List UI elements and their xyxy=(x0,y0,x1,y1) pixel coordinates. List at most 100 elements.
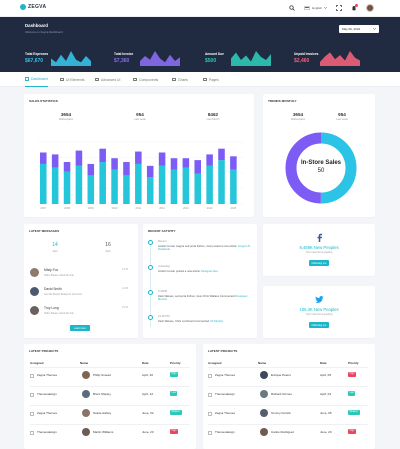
twitter-icon[interactable] xyxy=(315,295,324,304)
message-item[interactable]: Misty Fox Hello! Please check this link 13… xyxy=(30,267,128,281)
brand-logo[interactable]: ZEGVA xyxy=(20,4,46,10)
trend-stat: 3654 Marketplace xyxy=(278,112,318,121)
activity-link[interactable]: Forget UX Rowlands xyxy=(158,244,251,252)
chevron-down-icon xyxy=(373,28,376,30)
priority-badge: Low xyxy=(348,391,356,396)
tab-ui-elements[interactable]: UI Elements xyxy=(60,72,84,87)
tab-icon xyxy=(203,77,207,82)
card-title: SALES STATISTICS xyxy=(29,99,58,103)
date-picker[interactable]: May 06, 2022 xyxy=(339,25,379,33)
activity-text-wrap: Andrei Coman posted a new article: Desig… xyxy=(158,270,254,274)
tab-label: Charts xyxy=(178,77,188,82)
table-header: Date xyxy=(142,361,149,365)
tab-icon xyxy=(60,77,64,82)
latest-projects-card-left: LATEST PROJECTS xyxy=(24,344,196,449)
message-text: Hello! Please check this link xyxy=(44,274,74,277)
tab-dashboard[interactable]: Dashboard xyxy=(25,72,48,87)
sparkline xyxy=(51,51,91,66)
row-checkbox[interactable] xyxy=(208,374,212,378)
sparkline-area xyxy=(231,51,271,66)
message-time: 14:30 xyxy=(122,287,128,290)
priority-badge: High xyxy=(170,372,178,377)
table-header: Name xyxy=(258,361,267,365)
row-checkbox[interactable] xyxy=(30,393,34,397)
sales-stat-value: 3654 xyxy=(60,112,72,117)
tab-components[interactable]: Components xyxy=(133,72,158,87)
row-checkbox[interactable] xyxy=(30,374,34,378)
message-count-value: 14 xyxy=(52,242,58,248)
activity-link[interactable]: Developer Moreno xyxy=(158,294,248,302)
bar-5-series-1 xyxy=(99,148,106,163)
assigned-cell: Themesdesign xyxy=(215,430,235,434)
row-checkbox[interactable] xyxy=(30,431,34,435)
bar-7-series-0 xyxy=(123,175,130,204)
activity-link[interactable]: UX Murphy xyxy=(209,319,224,323)
facebook-icon[interactable] xyxy=(315,233,324,242)
activity-item: 2:30PM Zack Wetass, sed porta finibus, ri… xyxy=(148,290,254,312)
row-checkbox[interactable] xyxy=(208,431,212,435)
x-tick-label: 2014 xyxy=(207,206,213,210)
avatar xyxy=(82,428,90,436)
projects-table: Assigned Name Date Priority Zegva Themes Phil… xyxy=(30,361,190,446)
table-header: Date xyxy=(320,361,327,365)
follow-button[interactable]: Following me xyxy=(309,322,329,328)
social-card-facebook: 8,469K New Peoples Your main list is grow… xyxy=(263,224,375,276)
bar-10-series-1 xyxy=(158,152,166,166)
language-select[interactable]: English xyxy=(304,6,327,10)
bar-12-series-0 xyxy=(182,167,190,204)
table-row: Zegva Themes Enrique Peters April, 05 High xyxy=(208,367,368,383)
tab-pages[interactable]: Pages xyxy=(203,72,219,87)
projects-table: Assigned Name Date Priority Zegva Themes Enri… xyxy=(208,361,368,446)
row-checkbox[interactable] xyxy=(208,393,212,397)
assigned-cell: Zegva Themes xyxy=(215,373,235,377)
bar-6-series-0 xyxy=(111,169,118,204)
stat-value: $500 xyxy=(205,58,217,64)
page-title: Dashboard xyxy=(25,23,48,28)
top-bar: ZEGVA English xyxy=(0,0,400,17)
message-count: 16 April xyxy=(98,242,118,253)
tab-icon xyxy=(133,77,137,82)
activity-link[interactable]: Designer Alex xyxy=(201,269,218,273)
us-flag-icon xyxy=(304,6,311,10)
sales-bar-chart: 2007 2008 2009 2010 2011 2012 2013 2014 2015 xyxy=(38,141,244,210)
row-checkbox[interactable] xyxy=(208,412,212,416)
stat-value: $7,360 xyxy=(114,58,130,64)
bar-6-series-1 xyxy=(111,158,118,170)
social-subtext: Your main list is growing xyxy=(305,313,333,316)
avatar xyxy=(260,428,268,436)
language-label: English xyxy=(312,6,322,10)
card-title: RECENT ACTIVITY xyxy=(148,229,176,233)
row-checkbox[interactable] xyxy=(30,412,34,416)
timeline-dot-icon xyxy=(148,240,153,245)
stat-value: $67,670 xyxy=(25,58,44,64)
load-more-button[interactable]: Load more xyxy=(70,325,90,331)
bar-14-series-0 xyxy=(206,165,213,204)
notification-button[interactable] xyxy=(351,4,358,11)
expand-icon[interactable] xyxy=(336,5,342,11)
sparkline-area xyxy=(320,51,360,66)
message-item[interactable]: Troy Long Hello! Please check this link 15… xyxy=(30,305,128,319)
table-row: Themesdesign Brent Shipley April, 12 Low xyxy=(30,386,190,402)
follow-button[interactable]: Following me xyxy=(309,260,329,266)
avatar xyxy=(260,371,268,379)
message-count-label: April xyxy=(105,250,111,253)
donut-segment-1 xyxy=(285,132,357,204)
x-tick-label: 2013 xyxy=(183,206,189,210)
message-item[interactable]: David Smith Get this Report Ready for tom… xyxy=(30,286,128,300)
date-cell: June, 02 xyxy=(142,411,154,415)
table-row: Zegva Themes Philip Smead April, 20 High xyxy=(30,367,190,383)
search-icon[interactable] xyxy=(289,5,295,11)
message-sender: Troy Long xyxy=(44,306,59,310)
tab-label: Components xyxy=(139,77,159,82)
bar-12-series-1 xyxy=(182,158,190,168)
name-cell: Carlos Rodriguez xyxy=(271,430,295,434)
brand-name: ZEGVA xyxy=(28,4,47,10)
trend-stat-value: 954 xyxy=(338,112,346,117)
tab-advanced-ui[interactable]: Advanced UI xyxy=(95,72,120,87)
assigned-cell: Zegva Themes xyxy=(215,411,235,415)
tab-charts[interactable]: Charts xyxy=(172,72,188,87)
sales-stat-value: 8462 xyxy=(207,112,219,117)
stat-value: $2,460 xyxy=(294,58,310,64)
assigned-cell: Themesdesign xyxy=(215,392,235,396)
user-avatar[interactable] xyxy=(366,4,374,12)
